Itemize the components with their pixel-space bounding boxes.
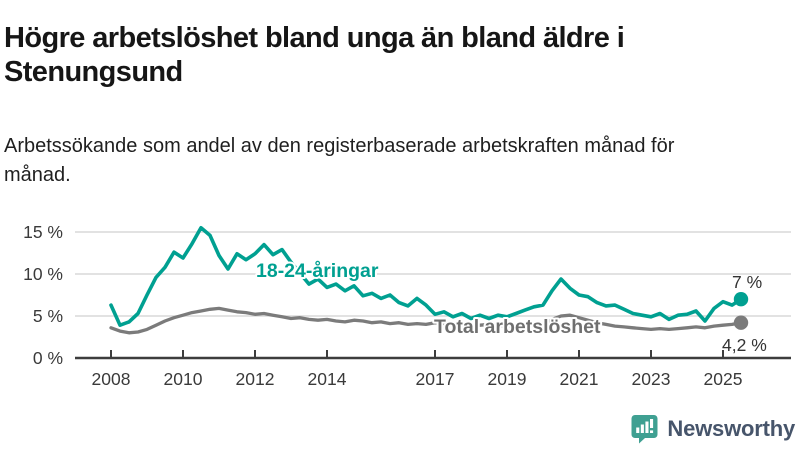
- x-tick-label: 2010: [164, 369, 203, 389]
- x-tick-label: 2023: [632, 369, 671, 389]
- x-tick-label: 2021: [560, 369, 599, 389]
- series-line-youth: [109, 226, 743, 328]
- end-value-label-youth: 7 %: [732, 272, 762, 292]
- y-tick-label: 0 %: [33, 348, 63, 368]
- newsworthy-chart-bubble-icon: [631, 415, 658, 444]
- y-tick-label: 10 %: [23, 264, 63, 284]
- x-tick-label: 2014: [308, 369, 347, 389]
- y-tick-label: 15 %: [23, 222, 63, 242]
- newsworthy-logo[interactable]: Newsworthy: [631, 414, 795, 444]
- x-tick-label: 2008: [92, 369, 131, 389]
- chart-subtitle: Arbetssökande som andel av den registerb…: [4, 135, 675, 186]
- newsworthy-wordmark: Newsworthy: [667, 416, 795, 441]
- series-label-youth: 18-24-åringar: [256, 259, 379, 282]
- end-dot-youth: [733, 292, 749, 307]
- end-dot-total: [733, 315, 749, 330]
- end-value-label-total: 4,2 %: [722, 335, 767, 355]
- page-title: Högre arbetslöshet bland unga än bland ä…: [4, 22, 625, 89]
- unemployment-line-chart: 0 % 5 % 10 % 15 % 2008 2010 2012 2014 2017 2019 20…: [23, 222, 791, 389]
- x-tick-label: 2025: [704, 369, 743, 389]
- series-label-total: Total arbetslöshet: [434, 316, 601, 338]
- x-tick-label: 2019: [488, 369, 527, 389]
- x-tick-label: 2017: [416, 369, 455, 389]
- speech-bubble-shape: [631, 415, 658, 444]
- series-line-total: [109, 306, 743, 335]
- x-tick-label: 2012: [236, 369, 275, 389]
- y-tick-label: 5 %: [33, 306, 63, 326]
